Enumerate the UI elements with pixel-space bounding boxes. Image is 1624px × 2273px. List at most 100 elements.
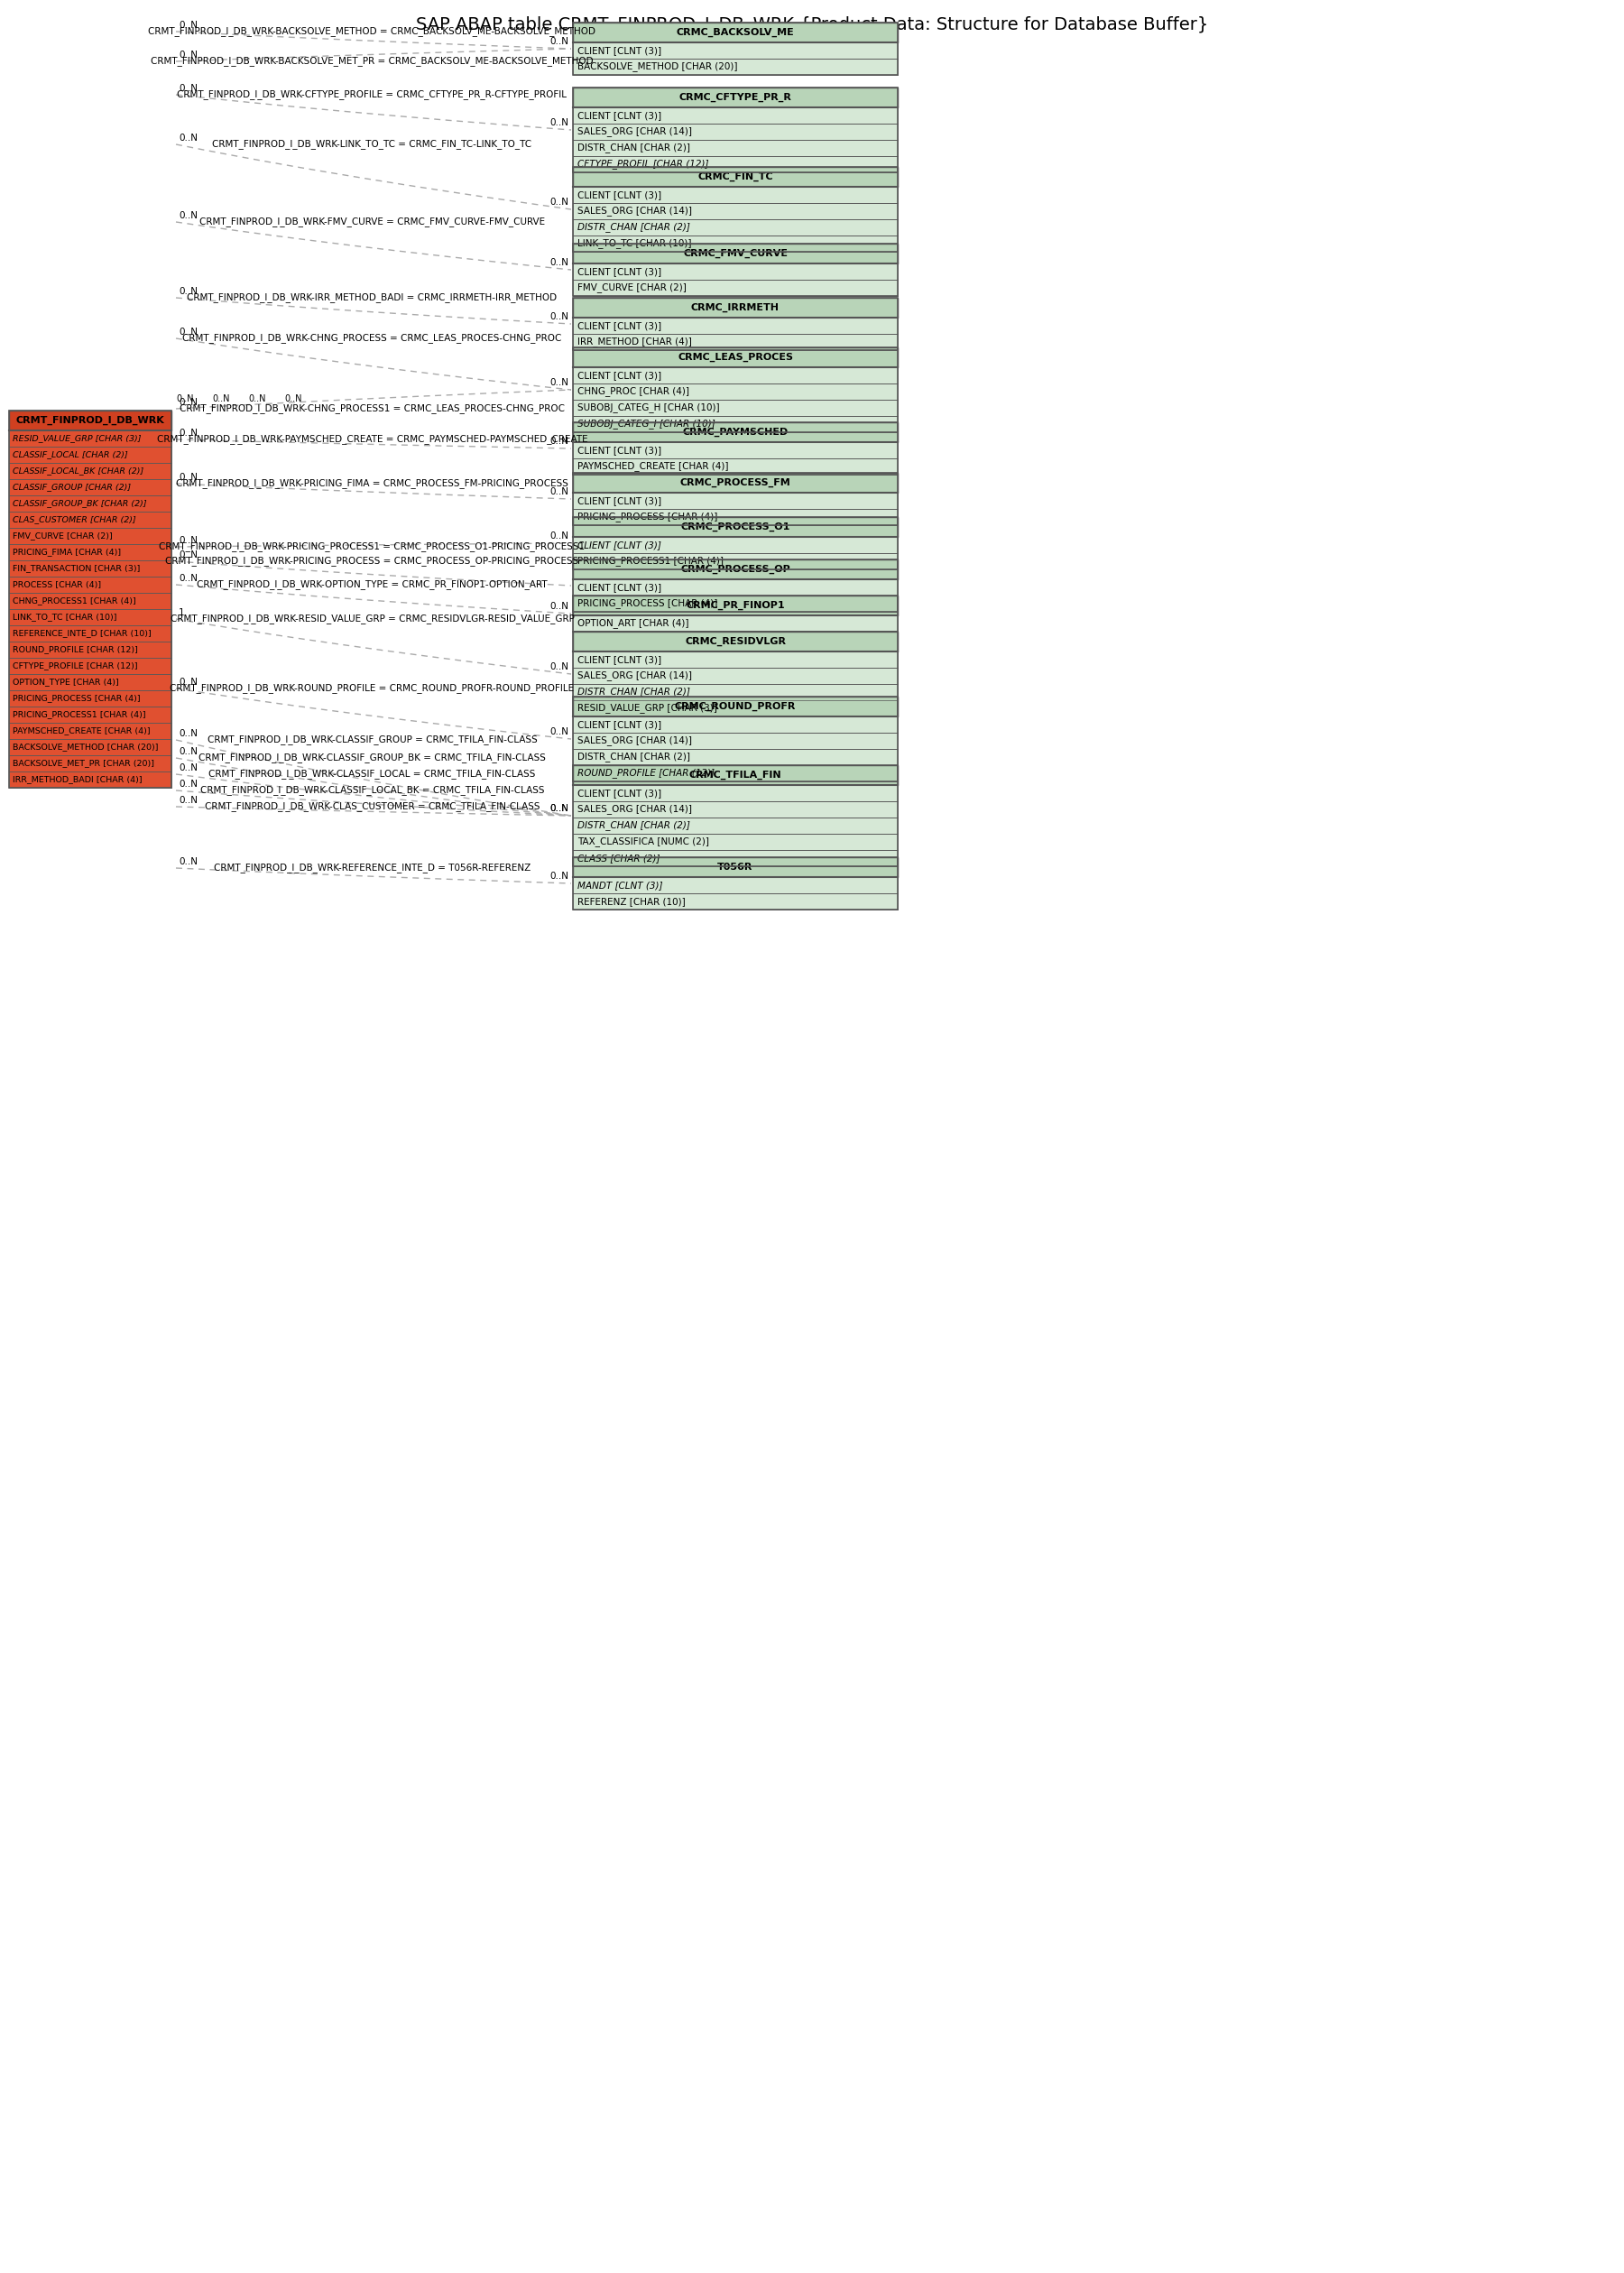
Text: 0..N: 0..N	[549, 805, 568, 814]
FancyBboxPatch shape	[573, 141, 898, 157]
Text: 0..N: 0..N	[179, 211, 198, 220]
Text: SALES_ORG [CHAR (14)]: SALES_ORG [CHAR (14)]	[578, 207, 692, 216]
FancyBboxPatch shape	[10, 609, 172, 625]
FancyBboxPatch shape	[573, 107, 898, 123]
Text: CRMC_PAYMSCHED: CRMC_PAYMSCHED	[682, 427, 788, 436]
FancyBboxPatch shape	[573, 443, 898, 459]
FancyBboxPatch shape	[10, 707, 172, 723]
Text: OPTION_ART [CHAR (4)]: OPTION_ART [CHAR (4)]	[578, 618, 689, 627]
Text: CRMT_FINPROD_I_DB_WRK-CLASSIF_LOCAL = CRMC_TFILA_FIN-CLASS: CRMT_FINPROD_I_DB_WRK-CLASSIF_LOCAL = CR…	[209, 768, 536, 780]
Text: CLASSIF_LOCAL_BK [CHAR (2)]: CLASSIF_LOCAL_BK [CHAR (2)]	[13, 466, 143, 475]
FancyBboxPatch shape	[10, 771, 172, 789]
Text: CRMC_ROUND_PROFR: CRMC_ROUND_PROFR	[674, 702, 796, 711]
FancyBboxPatch shape	[573, 748, 898, 766]
FancyBboxPatch shape	[10, 527, 172, 543]
FancyBboxPatch shape	[573, 280, 898, 295]
FancyBboxPatch shape	[10, 723, 172, 739]
FancyBboxPatch shape	[573, 850, 898, 866]
Text: CRMC_PROCESS_O1: CRMC_PROCESS_O1	[680, 523, 789, 532]
FancyBboxPatch shape	[10, 430, 172, 448]
FancyBboxPatch shape	[10, 480, 172, 496]
Text: CRMC_CFTYPE_PR_R: CRMC_CFTYPE_PR_R	[679, 93, 791, 102]
Text: CRMC_BACKSOLV_ME: CRMC_BACKSOLV_ME	[676, 27, 794, 36]
Text: FMV_CURVE [CHAR (2)]: FMV_CURVE [CHAR (2)]	[578, 282, 687, 293]
FancyBboxPatch shape	[573, 700, 898, 716]
FancyBboxPatch shape	[573, 668, 898, 684]
Text: RESID_VALUE_GRP [CHAR (3)]: RESID_VALUE_GRP [CHAR (3)]	[13, 434, 141, 443]
Text: CRMT_FINPROD_I_DB_WRK-CLASSIF_LOCAL_BK = CRMC_TFILA_FIN-CLASS: CRMT_FINPROD_I_DB_WRK-CLASSIF_LOCAL_BK =…	[200, 786, 544, 796]
Text: CRMC_RESIDVLGR: CRMC_RESIDVLGR	[685, 636, 786, 646]
Text: PRICING_PROCESS [CHAR (4)]: PRICING_PROCESS [CHAR (4)]	[578, 511, 718, 523]
Text: 0..N: 0..N	[179, 764, 198, 773]
FancyBboxPatch shape	[573, 368, 898, 384]
FancyBboxPatch shape	[10, 625, 172, 641]
FancyBboxPatch shape	[573, 43, 898, 59]
Text: CLIENT [CLNT (3)]: CLIENT [CLNT (3)]	[578, 582, 661, 591]
FancyBboxPatch shape	[573, 784, 898, 802]
Text: CLIENT [CLNT (3)]: CLIENT [CLNT (3)]	[578, 111, 661, 120]
FancyBboxPatch shape	[573, 596, 898, 611]
Text: OPTION_TYPE [CHAR (4)]: OPTION_TYPE [CHAR (4)]	[13, 677, 119, 686]
Text: CRMT_FINPROD_I_DB_WRK-BACKSOLVE_MET_PR = CRMC_BACKSOLV_ME-BACKSOLVE_METHOD: CRMT_FINPROD_I_DB_WRK-BACKSOLVE_MET_PR =…	[151, 57, 593, 66]
FancyBboxPatch shape	[573, 89, 898, 107]
FancyBboxPatch shape	[573, 893, 898, 909]
Text: 1: 1	[179, 609, 185, 618]
Text: CLIENT [CLNT (3)]: CLIENT [CLNT (3)]	[578, 721, 661, 730]
FancyBboxPatch shape	[10, 755, 172, 771]
Text: CFTYPE_PROFILE [CHAR (12)]: CFTYPE_PROFILE [CHAR (12)]	[13, 661, 138, 671]
Text: RESID_VALUE_GRP [CHAR (3)]: RESID_VALUE_GRP [CHAR (3)]	[578, 702, 718, 714]
Text: 0..N: 0..N	[179, 857, 198, 866]
FancyBboxPatch shape	[573, 818, 898, 834]
Text: DISTR_CHAN [CHAR (2)]: DISTR_CHAN [CHAR (2)]	[578, 223, 690, 232]
Text: 0..N: 0..N	[179, 327, 198, 336]
Text: CRMT_FINPROD_I_DB_WRK-BACKSOLVE_METHOD = CRMC_BACKSOLV_ME-BACKSOLVE_METHOD: CRMT_FINPROD_I_DB_WRK-BACKSOLVE_METHOD =…	[148, 27, 596, 36]
Text: CLIENT [CLNT (3)]: CLIENT [CLNT (3)]	[578, 446, 661, 455]
Text: 0..N: 0..N	[179, 20, 198, 30]
FancyBboxPatch shape	[573, 157, 898, 173]
Text: CLIENT [CLNT (3)]: CLIENT [CLNT (3)]	[578, 789, 661, 798]
FancyBboxPatch shape	[573, 596, 898, 616]
FancyBboxPatch shape	[573, 732, 898, 748]
Text: 0..N: 0..N	[179, 398, 198, 407]
Text: LINK_TO_TC [CHAR (10)]: LINK_TO_TC [CHAR (10)]	[13, 614, 117, 621]
Text: BACKSOLVE_METHOD [CHAR (20)]: BACKSOLVE_METHOD [CHAR (20)]	[13, 743, 159, 750]
FancyBboxPatch shape	[573, 186, 898, 202]
FancyBboxPatch shape	[573, 298, 898, 318]
Text: CRMC_TFILA_FIN: CRMC_TFILA_FIN	[689, 771, 781, 780]
Text: MANDT [CLNT (3)]: MANDT [CLNT (3)]	[578, 880, 663, 889]
Text: PAYMSCHED_CREATE [CHAR (4)]: PAYMSCHED_CREATE [CHAR (4)]	[578, 461, 729, 471]
Text: DISTR_CHAN [CHAR (2)]: DISTR_CHAN [CHAR (2)]	[578, 143, 690, 152]
FancyBboxPatch shape	[10, 448, 172, 464]
Text: SUBOBJ_CATEG_H [CHAR (10)]: SUBOBJ_CATEG_H [CHAR (10)]	[578, 402, 719, 414]
Text: 0..N: 0..N	[213, 393, 229, 402]
Text: CLASSIF_LOCAL [CHAR (2)]: CLASSIF_LOCAL [CHAR (2)]	[13, 450, 128, 459]
Text: 0..N: 0..N	[179, 84, 198, 93]
Text: 0..N: 0..N	[549, 602, 568, 611]
Text: DISTR_CHAN [CHAR (2)]: DISTR_CHAN [CHAR (2)]	[578, 752, 690, 761]
FancyBboxPatch shape	[573, 834, 898, 850]
FancyBboxPatch shape	[10, 464, 172, 480]
FancyBboxPatch shape	[573, 23, 898, 43]
Text: 0..N: 0..N	[179, 550, 198, 559]
FancyBboxPatch shape	[573, 766, 898, 784]
FancyBboxPatch shape	[573, 459, 898, 475]
Text: PRICING_PROCESS [CHAR (4)]: PRICING_PROCESS [CHAR (4)]	[13, 693, 140, 702]
FancyBboxPatch shape	[573, 766, 898, 782]
Text: CRMT_FINPROD_I_DB_WRK-RESID_VALUE_GRP = CRMC_RESIDVLGR-RESID_VALUE_GRP: CRMT_FINPROD_I_DB_WRK-RESID_VALUE_GRP = …	[171, 614, 575, 623]
Text: 0..N: 0..N	[549, 727, 568, 736]
FancyBboxPatch shape	[573, 552, 898, 568]
Text: CRMT_FINPROD_I_DB_WRK-CLAS_CUSTOMER = CRMC_TFILA_FIN-CLASS: CRMT_FINPROD_I_DB_WRK-CLAS_CUSTOMER = CR…	[205, 802, 539, 811]
Text: CLASSIF_GROUP_BK [CHAR (2)]: CLASSIF_GROUP_BK [CHAR (2)]	[13, 500, 146, 507]
Text: CLIENT [CLNT (3)]: CLIENT [CLNT (3)]	[578, 191, 661, 200]
Text: CLIENT [CLNT (3)]: CLIENT [CLNT (3)]	[578, 496, 661, 505]
Text: SALES_ORG [CHAR (14)]: SALES_ORG [CHAR (14)]	[578, 671, 692, 682]
FancyBboxPatch shape	[573, 400, 898, 416]
FancyBboxPatch shape	[573, 218, 898, 236]
FancyBboxPatch shape	[573, 236, 898, 252]
FancyBboxPatch shape	[573, 384, 898, 400]
Text: CRMC_PROCESS_FM: CRMC_PROCESS_FM	[680, 477, 791, 486]
FancyBboxPatch shape	[573, 559, 898, 580]
Text: CRMT_FINPROD_I_DB_WRK-CHNG_PROCESS1 = CRMC_LEAS_PROCES-CHNG_PROC: CRMT_FINPROD_I_DB_WRK-CHNG_PROCESS1 = CR…	[180, 405, 565, 414]
FancyBboxPatch shape	[573, 802, 898, 818]
Text: 0..N: 0..N	[549, 661, 568, 671]
